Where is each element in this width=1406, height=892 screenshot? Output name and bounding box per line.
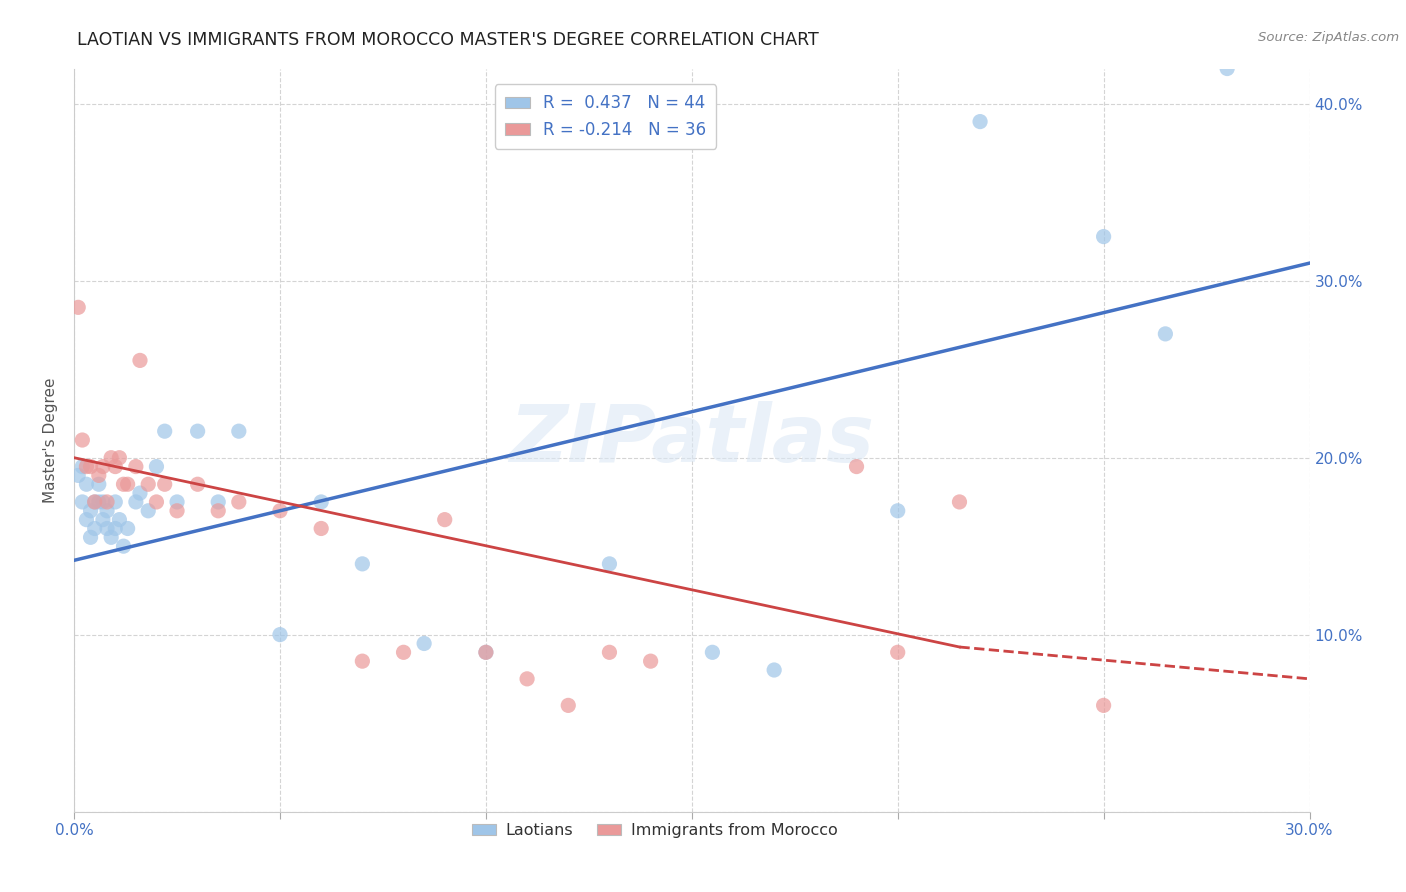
Point	[108, 513, 131, 527]
Point	[1092, 229, 1115, 244]
Point	[598, 557, 620, 571]
Point	[112, 539, 135, 553]
Point	[104, 521, 127, 535]
Point	[87, 495, 110, 509]
Point	[433, 513, 456, 527]
Point	[269, 504, 291, 518]
Point	[117, 521, 139, 535]
Point	[100, 530, 122, 544]
Point	[96, 521, 118, 535]
Point	[83, 521, 105, 535]
Point	[136, 504, 159, 518]
Point	[112, 477, 135, 491]
Point	[392, 645, 415, 659]
Point	[75, 477, 97, 491]
Point	[72, 459, 94, 474]
Point	[352, 557, 374, 571]
Point	[79, 530, 101, 544]
Point	[129, 353, 152, 368]
Point	[136, 477, 159, 491]
Point	[1216, 62, 1239, 76]
Point	[108, 450, 131, 465]
Point	[948, 495, 970, 509]
Point	[763, 663, 786, 677]
Point	[129, 486, 152, 500]
Text: LAOTIAN VS IMMIGRANTS FROM MOROCCO MASTER'S DEGREE CORRELATION CHART: LAOTIAN VS IMMIGRANTS FROM MOROCCO MASTE…	[77, 31, 820, 49]
Point	[100, 450, 122, 465]
Point	[886, 645, 908, 659]
Point	[516, 672, 538, 686]
Point	[96, 495, 118, 509]
Point	[475, 645, 498, 659]
Point	[309, 521, 332, 535]
Point	[207, 495, 229, 509]
Point	[598, 645, 620, 659]
Point	[166, 504, 188, 518]
Point	[117, 477, 139, 491]
Point	[187, 477, 209, 491]
Point	[269, 627, 291, 641]
Point	[475, 645, 498, 659]
Point	[886, 504, 908, 518]
Point	[125, 459, 148, 474]
Point	[83, 495, 105, 509]
Point	[228, 424, 250, 438]
Y-axis label: Master's Degree: Master's Degree	[44, 377, 58, 503]
Point	[91, 459, 114, 474]
Point	[352, 654, 374, 668]
Point	[207, 504, 229, 518]
Point	[91, 513, 114, 527]
Point	[96, 504, 118, 518]
Point	[83, 495, 105, 509]
Point	[845, 459, 868, 474]
Point	[91, 495, 114, 509]
Point	[145, 459, 167, 474]
Point	[1092, 698, 1115, 713]
Legend: Laotians, Immigrants from Morocco: Laotians, Immigrants from Morocco	[465, 817, 844, 845]
Point	[87, 477, 110, 491]
Point	[145, 495, 167, 509]
Point	[153, 477, 176, 491]
Point	[153, 424, 176, 438]
Point	[969, 114, 991, 128]
Point	[72, 495, 94, 509]
Point	[75, 459, 97, 474]
Point	[1154, 326, 1177, 341]
Point	[67, 468, 90, 483]
Point	[187, 424, 209, 438]
Point	[67, 301, 90, 315]
Point	[87, 468, 110, 483]
Point	[79, 504, 101, 518]
Point	[104, 459, 127, 474]
Text: Source: ZipAtlas.com: Source: ZipAtlas.com	[1258, 31, 1399, 45]
Point	[75, 513, 97, 527]
Point	[79, 459, 101, 474]
Point	[228, 495, 250, 509]
Point	[702, 645, 724, 659]
Point	[104, 495, 127, 509]
Point	[640, 654, 662, 668]
Text: ZIPatlas: ZIPatlas	[509, 401, 875, 479]
Point	[516, 132, 538, 146]
Point	[125, 495, 148, 509]
Point	[413, 636, 436, 650]
Point	[166, 495, 188, 509]
Point	[557, 698, 579, 713]
Point	[72, 433, 94, 447]
Point	[309, 495, 332, 509]
